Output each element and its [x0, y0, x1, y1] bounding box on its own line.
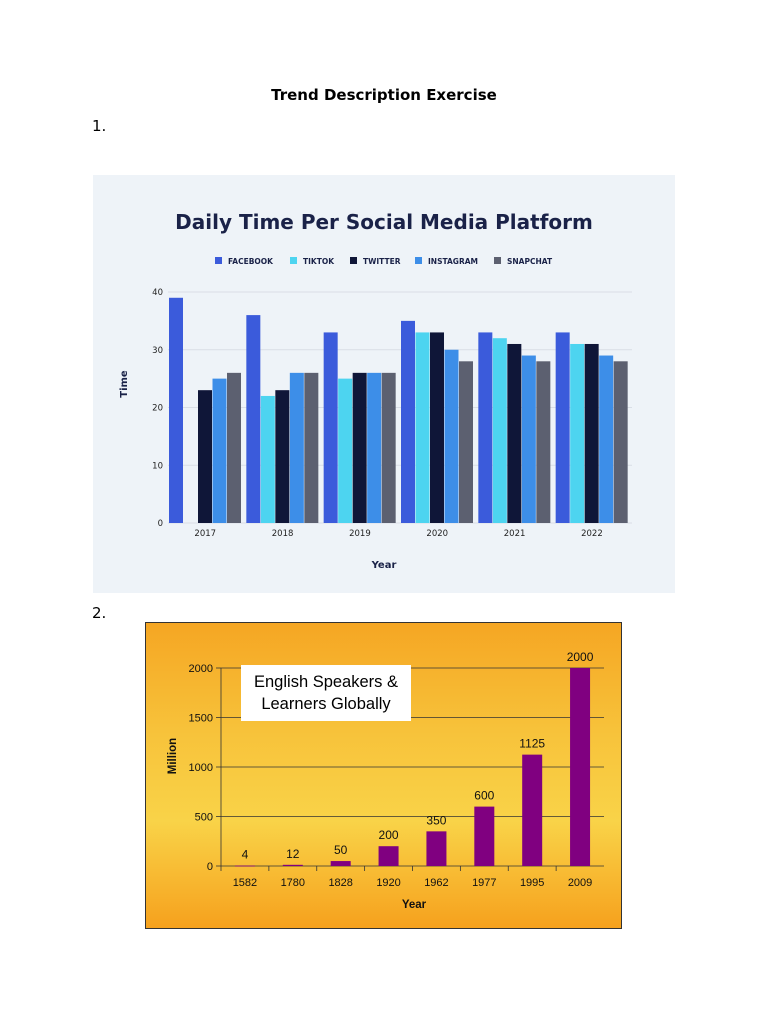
bar-snapchat-2021 — [536, 361, 551, 523]
chart2-title-line: Learners Globally — [261, 695, 391, 713]
bar-twitter-2020 — [430, 332, 444, 523]
bar-instagram-2022 — [599, 355, 614, 523]
bar-facebook-2021 — [478, 332, 493, 523]
bar-facebook-2018 — [246, 315, 261, 523]
bar-twitter-2019 — [352, 372, 367, 523]
x-tick-label: 2018 — [272, 529, 294, 539]
x-tick-label: 2019 — [349, 529, 371, 539]
x-tick-label: 1780 — [281, 877, 305, 889]
bar-instagram-2018 — [289, 372, 304, 523]
social-media-chart: Daily Time Per Social Media Platform FACE… — [93, 175, 675, 593]
y-axis-label: Time — [119, 370, 130, 398]
chart1-title: Daily Time Per Social Media Platform — [175, 210, 593, 234]
chart2-title-box — [241, 665, 411, 721]
bar-1962 — [426, 831, 447, 866]
x-tick-label: 1828 — [328, 877, 352, 889]
legend-swatch-facebook — [215, 257, 222, 264]
document-title: Trend Description Exercise — [271, 86, 497, 104]
bar-twitter-2017 — [198, 390, 212, 523]
bar-snapchat-2019 — [381, 372, 396, 523]
bar-instagram-2021 — [521, 355, 536, 523]
x-tick-label: 1962 — [424, 877, 448, 889]
y-tick-label: 20 — [152, 404, 163, 414]
bar-snapchat-2018 — [304, 372, 319, 523]
x-tick-label: 2022 — [581, 529, 603, 539]
bar-1780 — [282, 864, 303, 866]
x-axis-label: Year — [371, 560, 397, 571]
item-number-2: 2. — [92, 604, 107, 622]
legend-swatch-instagram — [415, 257, 422, 264]
y-tick-label: 1500 — [189, 713, 213, 725]
bar-facebook-2019 — [323, 332, 338, 523]
bar-snapchat-2020 — [459, 361, 473, 523]
bar-instagram-2020 — [444, 349, 459, 523]
y-tick-label: 1000 — [189, 762, 213, 774]
bar-tiktok-2022 — [570, 343, 585, 523]
x-tick-label: 2020 — [426, 529, 448, 539]
data-label: 350 — [426, 813, 446, 827]
bar-instagram-2017 — [212, 378, 227, 523]
y-tick-label: 40 — [152, 288, 163, 298]
data-label: 50 — [334, 843, 348, 857]
bar-1582 — [234, 865, 255, 867]
legend-swatch-twitter — [350, 257, 357, 264]
x-axis-label: Year — [402, 899, 427, 911]
bar-1995 — [522, 754, 543, 866]
x-tick-label: 2021 — [504, 529, 526, 539]
english-speakers-chart: 0 500 1000 1500 2000 English Speakers & Learne… — [145, 622, 622, 929]
bar-1977 — [474, 806, 495, 866]
data-label: 2000 — [567, 650, 594, 664]
bar-snapchat-2017 — [227, 372, 241, 523]
y-tick-label: 0 — [207, 861, 213, 873]
x-tick-label: 1920 — [376, 877, 400, 889]
legend-label-twitter: TWITTER — [363, 257, 401, 266]
english-speakers-chart-svg: 0 500 1000 1500 2000 English Speakers & Learne… — [167, 650, 604, 911]
item-number-1: 1. — [92, 117, 107, 135]
legend-label-instagram: INSTAGRAM — [428, 257, 478, 266]
bar-tiktok-2020 — [415, 332, 430, 523]
social-media-chart-svg: Daily Time Per Social Media Platform FACE… — [119, 210, 632, 571]
y-tick-label: 2000 — [189, 663, 213, 675]
legend-label-facebook: FACEBOOK — [228, 257, 274, 266]
data-label: 200 — [379, 828, 399, 842]
bar-instagram-2019 — [367, 372, 382, 523]
y-axis-label: Million — [167, 738, 179, 774]
bar-twitter-2021 — [507, 343, 522, 523]
data-label: 12 — [286, 847, 300, 861]
data-label: 1125 — [519, 737, 545, 751]
bar-1828 — [330, 861, 351, 866]
bar-1920 — [378, 846, 399, 866]
bar-facebook-2022 — [555, 332, 570, 523]
y-tick-label: 10 — [152, 461, 163, 471]
bar-facebook-2017 — [169, 297, 183, 523]
legend-swatch-snapchat — [494, 257, 501, 264]
bar-tiktok-2021 — [492, 338, 507, 523]
bar-tiktok-2019 — [338, 378, 353, 523]
y-tick-label: 0 — [158, 519, 163, 529]
bar-facebook-2020 — [401, 320, 415, 523]
legend-swatch-tiktok — [290, 257, 297, 264]
bar-twitter-2018 — [275, 390, 290, 523]
data-label: 600 — [474, 789, 494, 803]
x-tick-label: 1995 — [520, 877, 544, 889]
data-label: 4 — [242, 848, 249, 862]
x-tick-label: 1977 — [472, 877, 496, 889]
chart2-title-line: English Speakers & — [254, 673, 398, 691]
x-tick-label: 2009 — [568, 877, 592, 889]
bar-snapchat-2022 — [613, 361, 628, 523]
legend-label-snapchat: SNAPCHAT — [507, 257, 553, 266]
legend-label-tiktok: TIKTOK — [303, 257, 335, 266]
bar-tiktok-2018 — [260, 395, 275, 523]
y-tick-label: 30 — [152, 346, 163, 356]
x-tick-label: 2017 — [194, 529, 216, 539]
x-tick-label: 1582 — [233, 877, 257, 889]
bar-twitter-2022 — [584, 343, 599, 523]
bar-2009 — [570, 668, 591, 866]
y-tick-label: 500 — [195, 812, 213, 824]
